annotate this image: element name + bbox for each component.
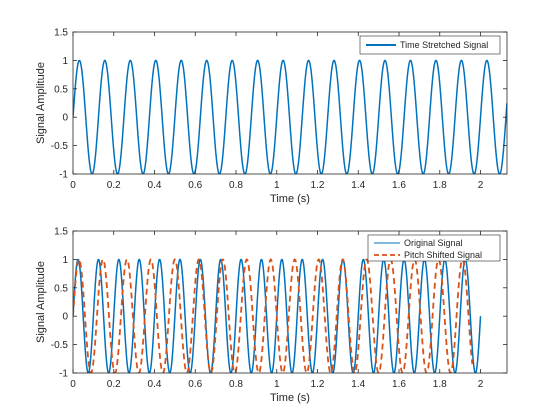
y-tick-label: 0.5 [54, 283, 68, 294]
x-tick-label: 0 [70, 379, 76, 390]
y-tick-label: 1.5 [54, 28, 68, 39]
x-tick-label: 0 [70, 180, 76, 191]
series-group [73, 258, 482, 373]
axes-box [72, 31, 508, 175]
x-tick-label: 1.4 [351, 379, 365, 390]
y-tick-label: 0 [62, 113, 68, 124]
series-line-1 [73, 59, 507, 174]
series-line-2 [73, 258, 474, 373]
x-tick-label: 0.2 [107, 180, 121, 191]
y-axis-label: Signal Amplitude [35, 261, 47, 343]
x-tick-label: 1.8 [433, 180, 447, 191]
chart-1: 0 0.2 0.4 0.6 0.8 1 1.2 1.4 1.6 1.8 2 -1 -0.5 0 0.5 1 1.… [35, 28, 508, 205]
y-axis-label: Signal Amplitude [35, 62, 47, 144]
legend: Time Stretched Signal [359, 35, 501, 55]
legend-label-1: Original Signal [404, 238, 463, 248]
x-tick-label: 1.4 [351, 180, 365, 191]
y-tick-label: 1.5 [54, 227, 68, 238]
legend-box [359, 35, 501, 55]
y-tick-label: -1 [59, 369, 68, 380]
legend-label-2: Pitch Shifted Signal [404, 250, 482, 260]
y-tick-label: 0.5 [54, 84, 68, 95]
chart-2: 0 0.2 0.4 0.6 0.8 1 1.2 1.4 1.6 1.8 2 -1 -0.5 0 0.5 1 1.… [35, 227, 508, 404]
x-tick-label: 1.2 [311, 180, 325, 191]
axes-box [72, 230, 508, 374]
legend-label-1: Time Stretched Signal [400, 40, 488, 50]
x-tick-label: 1 [274, 180, 280, 191]
x-tick-label: 1.2 [311, 379, 325, 390]
x-axis-label: Time (s) [270, 193, 310, 205]
y-tick-label: -0.5 [51, 141, 69, 152]
series-group [73, 59, 507, 174]
y-tick-label: 1 [62, 255, 68, 266]
x-axis-label: Time (s) [270, 392, 310, 404]
legend-box [367, 234, 501, 262]
x-tick-label: 1.6 [392, 379, 406, 390]
x-tick-label: 1.8 [433, 379, 447, 390]
x-tick-label: 0.4 [148, 180, 162, 191]
x-tick-label: 1.6 [392, 180, 406, 191]
x-tick-label: 0.6 [188, 379, 202, 390]
x-tick-label: 0.4 [148, 379, 162, 390]
x-tick-label: 2 [478, 379, 484, 390]
x-tick-label: 0.6 [188, 180, 202, 191]
x-tick-label: 1 [274, 379, 280, 390]
y-tick-label: 1 [62, 56, 68, 67]
x-tick-label: 0.2 [107, 379, 121, 390]
x-tick-label: 0.8 [229, 379, 243, 390]
plot-area [73, 32, 507, 174]
y-tick-label: -1 [59, 170, 68, 181]
x-tick-label: 0.8 [229, 180, 243, 191]
y-tick-label: -0.5 [51, 340, 69, 351]
x-tick-label: 2 [478, 180, 484, 191]
y-tick-label: 0 [62, 312, 68, 323]
legend: Original Signal Pitch Shifted Signal [367, 234, 501, 262]
